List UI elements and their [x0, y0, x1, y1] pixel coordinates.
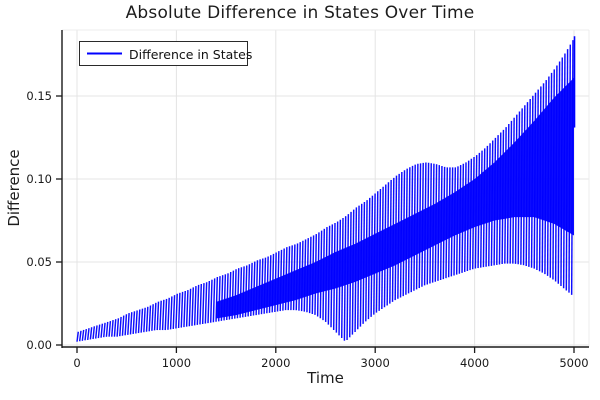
x-tick-label: 5000 [559, 356, 588, 370]
signal-stroke [92, 326, 96, 340]
signal-stroke [159, 300, 162, 331]
y-tick-label: 0.15 [26, 89, 52, 103]
signal-stroke [121, 315, 125, 336]
signal-stroke [129, 312, 133, 335]
signal-stroke [151, 304, 154, 331]
x-tick-label: 1000 [162, 356, 191, 370]
signal-stroke [78, 330, 82, 342]
signal-stroke [191, 287, 195, 326]
signal-stroke [127, 313, 130, 335]
signal-stroke [103, 322, 106, 338]
signal-stroke [156, 301, 160, 331]
y-axis-label: Difference [5, 149, 23, 227]
signal-stroke [167, 297, 170, 330]
signal-stroke [148, 305, 152, 332]
signal-stroke [137, 309, 141, 334]
signal-stroke [113, 319, 117, 337]
signal-stroke [199, 283, 203, 325]
signal-stroke [84, 328, 88, 341]
signal-stroke [175, 293, 178, 329]
signal-stroke [209, 279, 213, 323]
x-axis-label: Time [307, 369, 344, 387]
signal-stroke [185, 290, 189, 327]
signal-stroke [124, 314, 128, 336]
y-tick-label: 0.05 [26, 255, 52, 269]
chart-title: Absolute Difference in States Over Time [125, 3, 475, 23]
signal-stroke [172, 295, 176, 329]
y-tick-label: 0.00 [26, 338, 52, 352]
signal-stroke [116, 318, 120, 337]
signal-stroke [188, 288, 192, 327]
signal-stroke [164, 298, 168, 331]
signal-stroke [204, 282, 208, 324]
signal-stroke [135, 310, 138, 334]
signal-stroke [193, 286, 197, 326]
signal-stroke [76, 331, 80, 342]
signal-stroke [180, 291, 184, 328]
signal-stroke [94, 325, 98, 339]
signal-stroke [169, 296, 173, 330]
signal-stroke [119, 316, 122, 337]
signal-stroke [97, 324, 101, 339]
signal-stroke [145, 306, 149, 332]
signal-dense-band [216, 77, 574, 319]
legend-entry-label: Difference in States [129, 47, 253, 62]
signal-stroke [161, 299, 165, 331]
signal-stroke [132, 311, 136, 335]
signal-stroke [100, 323, 104, 338]
x-tick-label: 4000 [460, 356, 489, 370]
signal-stroke [201, 283, 205, 325]
signal-stroke [212, 278, 216, 323]
signal-stroke [207, 280, 211, 324]
y-tick-label: 0.10 [26, 172, 52, 186]
signal-stroke [196, 284, 200, 325]
x-tick-label: 2000 [261, 356, 290, 370]
signal-stroke [81, 329, 85, 341]
signal-stroke [140, 308, 144, 333]
signal-stroke [108, 320, 112, 337]
signal-stroke [105, 321, 109, 337]
x-tick-label: 0 [73, 356, 80, 370]
signal-stroke [89, 327, 93, 340]
signal-stroke [111, 320, 114, 337]
x-tick-label: 3000 [361, 356, 390, 370]
signal-stroke [177, 292, 181, 329]
signal-stroke [143, 307, 146, 333]
signal-stroke [153, 302, 157, 331]
signal-stroke [86, 328, 90, 340]
signal-stroke [183, 290, 186, 328]
